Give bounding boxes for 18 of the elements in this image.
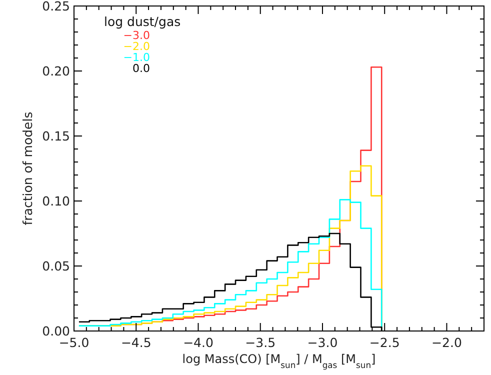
y-tick-label: 0.15 [42,128,70,144]
text: −3.0 [123,29,150,42]
y-tick-label: 0.20 [42,64,70,78]
x-tick-label: −3.5 [245,335,276,350]
y-tick-label: 0.05 [42,258,70,274]
x-tick-label: −2.5 [369,335,400,350]
legend-title: log dust/gas [104,14,181,29]
x-tick-label: −2.0 [432,335,462,350]
x-axis-title: log Mass(CO) [M$_{sun}$] / M$_{gas}$ [M$_{sun}$] [182,352,376,370]
text: 0.0 [132,62,150,75]
x-tick-label: −3.0 [307,335,338,350]
x-tick-label: −4.0 [183,335,214,350]
y-tick-label: 0.25 [42,0,70,14]
y-tick-label: 0.10 [42,194,70,208]
text: −1.0 [123,51,150,64]
x-tick-label: −4.5 [120,335,152,350]
text: −2.0 [123,40,150,53]
y-axis-title: fraction of models [20,112,35,226]
